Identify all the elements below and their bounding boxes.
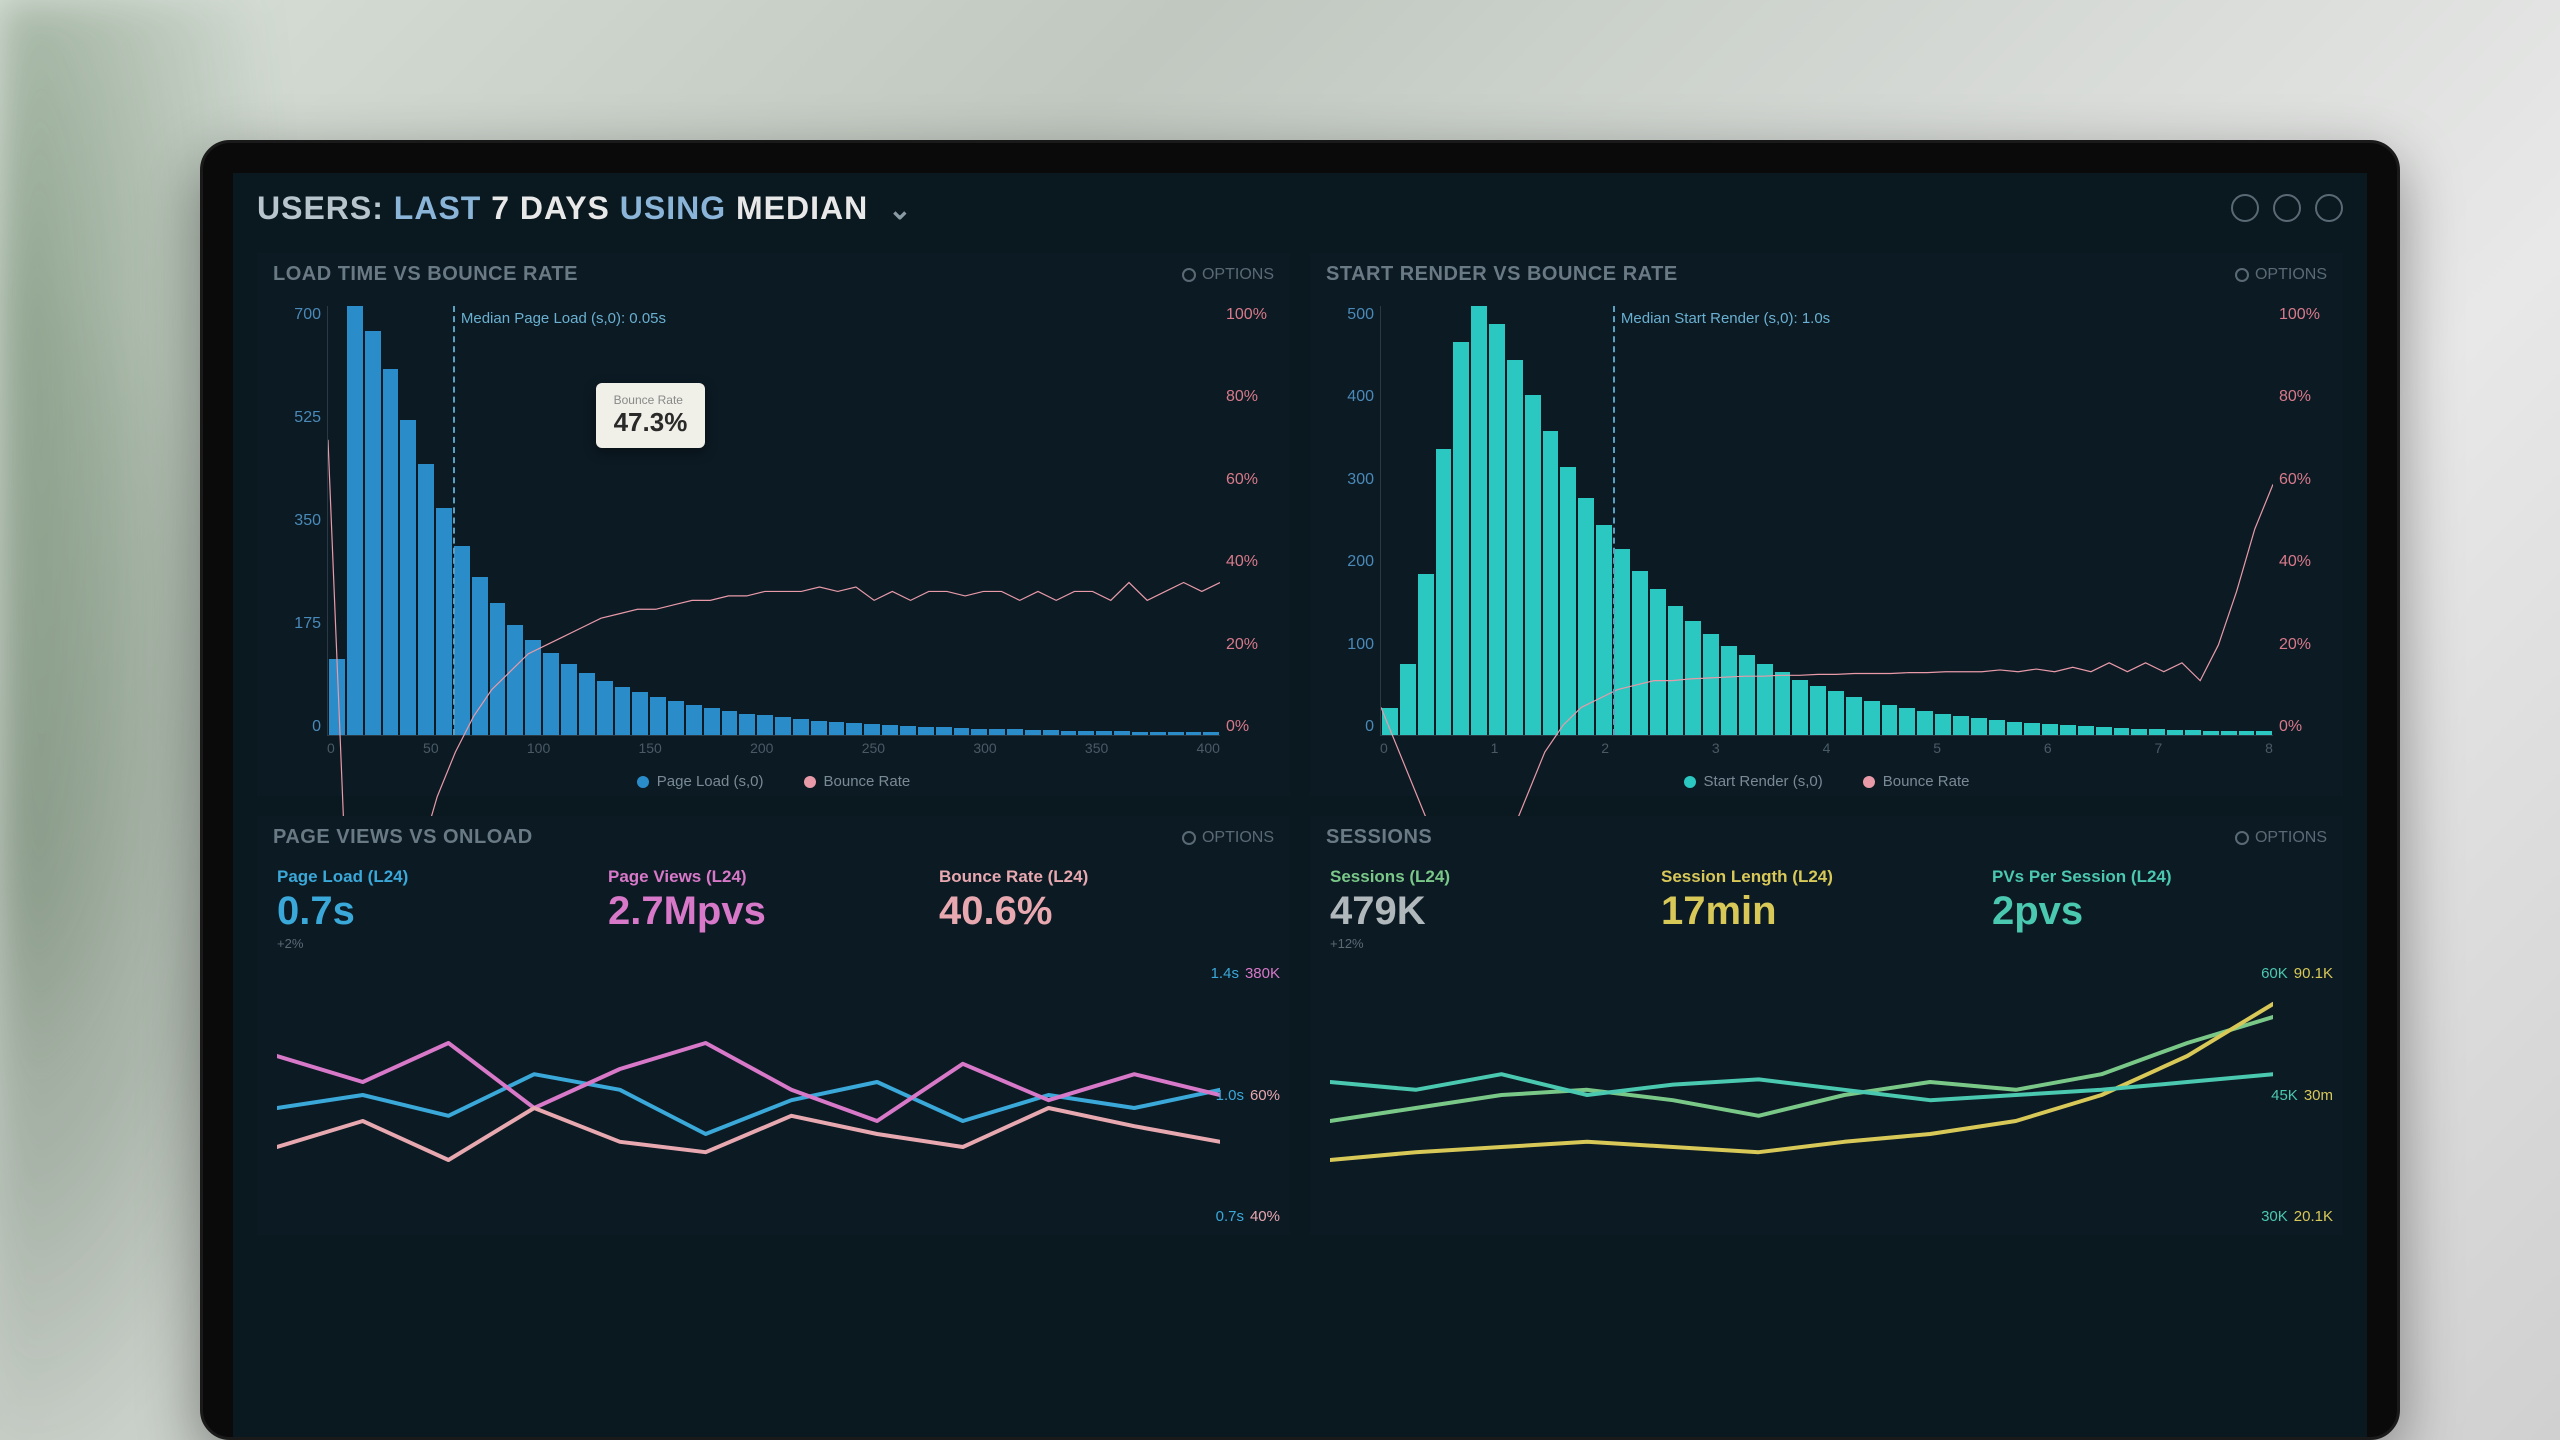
- gear-icon: [2235, 831, 2249, 845]
- line-chart[interactable]: 60K90.1K45K30m30K20.1K: [1310, 955, 2343, 1235]
- panel-header: PAGE VIEWS VS ONLOAD OPTIONS: [257, 816, 1290, 859]
- header-icon-1[interactable]: [2231, 194, 2259, 222]
- chart-load-time: 7005253501750 100%80%60%40%20%0% Median …: [257, 296, 1290, 796]
- options-button[interactable]: OPTIONS: [1182, 266, 1274, 284]
- header-seg3: USING: [620, 190, 726, 226]
- chart-start-render: 5004003002001000 100%80%60%40%20%0% Medi…: [1310, 296, 2343, 796]
- panel-page-views: PAGE VIEWS VS ONLOAD OPTIONS Page Load (…: [257, 816, 1290, 1235]
- options-label: OPTIONS: [2255, 829, 2327, 847]
- header-prefix: USERS:: [257, 190, 384, 226]
- y-axis-right: 1.4s380K1.0s60%0.7s40%: [1225, 965, 1280, 1225]
- laptop-frame: USERS: LAST 7 DAYS USING MEDIAN ⌄ LOAD T…: [200, 140, 2400, 1440]
- x-axis: 050100150200250300350400: [327, 740, 1220, 756]
- header-icons: [2231, 194, 2343, 222]
- panel-load-time: LOAD TIME VS BOUNCE RATE OPTIONS 7005253…: [257, 253, 1290, 796]
- plot-area[interactable]: Median Page Load (s,0): 0.05s Bounce Rat…: [327, 306, 1220, 736]
- options-button[interactable]: OPTIONS: [2235, 829, 2327, 847]
- panel-header: LOAD TIME VS BOUNCE RATE OPTIONS: [257, 253, 1290, 296]
- panel-title: SESSIONS: [1326, 826, 1432, 849]
- header-seg1: LAST: [394, 190, 482, 226]
- histogram-bars: [328, 306, 1220, 735]
- y-axis-right: 60K90.1K45K30m30K20.1K: [2278, 965, 2333, 1225]
- y-axis-right: 100%80%60%40%20%0%: [1226, 306, 1276, 736]
- options-label: OPTIONS: [2255, 266, 2327, 284]
- header-title[interactable]: USERS: LAST 7 DAYS USING MEDIAN ⌄: [257, 190, 913, 227]
- panel-title: LOAD TIME VS BOUNCE RATE: [273, 263, 578, 286]
- options-label: OPTIONS: [1202, 266, 1274, 284]
- legend: Page Load (s,0)Bounce Rate: [257, 773, 1290, 790]
- y-axis-right: 100%80%60%40%20%0%: [2279, 306, 2329, 736]
- panel-start-render: START RENDER VS BOUNCE RATE OPTIONS 5004…: [1310, 253, 2343, 796]
- y-axis-left: 5004003002001000: [1324, 306, 1374, 736]
- options-button[interactable]: OPTIONS: [2235, 266, 2327, 284]
- header-seg4: MEDIAN: [736, 190, 868, 226]
- panel-title: PAGE VIEWS VS ONLOAD: [273, 826, 533, 849]
- stats-row: Page Load (L24)0.7s+2%Page Views (L24)2.…: [257, 859, 1290, 955]
- chevron-down-icon[interactable]: ⌄: [888, 193, 912, 226]
- tooltip: Bounce Rate 47.3%: [596, 383, 706, 448]
- y-axis-left: 7005253501750: [271, 306, 321, 736]
- tooltip-label: Bounce Rate: [614, 393, 688, 407]
- header-icon-3[interactable]: [2315, 194, 2343, 222]
- options-label: OPTIONS: [1202, 829, 1274, 847]
- header-icon-2[interactable]: [2273, 194, 2301, 222]
- panel-sessions: SESSIONS OPTIONS Sessions (L24)479K+12%S…: [1310, 816, 2343, 1235]
- gear-icon: [2235, 268, 2249, 282]
- x-axis: 012345678: [1380, 740, 2273, 756]
- median-label: Median Start Render (s,0): 1.0s: [1621, 310, 1830, 327]
- header-bar: USERS: LAST 7 DAYS USING MEDIAN ⌄: [233, 173, 2367, 243]
- trend-lines: [1330, 965, 2273, 1225]
- median-marker: Median Start Render (s,0): 1.0s: [1613, 306, 1615, 735]
- panel-grid: LOAD TIME VS BOUNCE RATE OPTIONS 7005253…: [233, 243, 2367, 1245]
- gear-icon: [1182, 268, 1196, 282]
- dashboard-screen: USERS: LAST 7 DAYS USING MEDIAN ⌄ LOAD T…: [233, 173, 2367, 1437]
- histogram-bars: [1381, 306, 2273, 735]
- plot-area[interactable]: Median Start Render (s,0): 1.0s: [1380, 306, 2273, 736]
- median-label: Median Page Load (s,0): 0.05s: [461, 310, 666, 327]
- line-chart[interactable]: 1.4s380K1.0s60%0.7s40%: [257, 955, 1290, 1235]
- tooltip-value: 47.3%: [614, 407, 688, 438]
- trend-lines: [277, 965, 1220, 1225]
- header-seg2: 7 DAYS: [491, 190, 610, 226]
- options-button[interactable]: OPTIONS: [1182, 829, 1274, 847]
- legend: Start Render (s,0)Bounce Rate: [1310, 773, 2343, 790]
- panel-title: START RENDER VS BOUNCE RATE: [1326, 263, 1678, 286]
- median-marker: Median Page Load (s,0): 0.05s: [453, 306, 455, 735]
- panel-header: START RENDER VS BOUNCE RATE OPTIONS: [1310, 253, 2343, 296]
- stats-row: Sessions (L24)479K+12%Session Length (L2…: [1310, 859, 2343, 955]
- panel-header: SESSIONS OPTIONS: [1310, 816, 2343, 859]
- gear-icon: [1182, 831, 1196, 845]
